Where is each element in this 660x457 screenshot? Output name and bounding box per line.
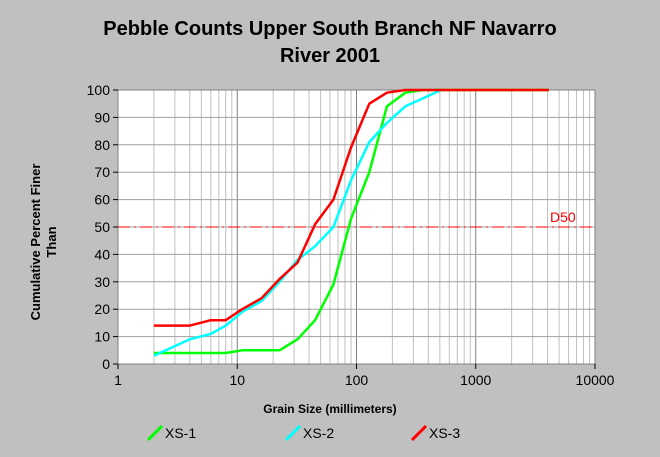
legend-swatch-line-xs-3 [411, 425, 427, 441]
y-tick-label: 30 [94, 274, 110, 290]
legend: XS-1 XS-2 XS-3 [0, 423, 660, 443]
y-axis-label-line-1: Cumulative Percent Finer [28, 163, 43, 321]
chart-title-line-2: River 2001 [279, 45, 381, 67]
x-tick-label: 10 [229, 372, 245, 388]
legend-label-xs-3: XS-3 [429, 425, 461, 441]
x-tick-label: 1 [114, 372, 122, 388]
y-tick-label: 70 [94, 164, 110, 180]
x-tick-label: 10000 [576, 372, 615, 388]
x-tick-label: 100 [345, 372, 369, 388]
y-tick-label: 20 [94, 301, 110, 317]
y-tick-label: 100 [87, 82, 111, 98]
y-axis-label-line-2: Than [44, 226, 59, 258]
legend-label-xs-2: XS-2 [303, 425, 335, 441]
y-axis-label: Cumulative Percent Finer Than [28, 132, 60, 352]
series-line-xs-2 [153, 88, 442, 357]
legend-swatch-xs-3 [411, 425, 427, 441]
y-tick-label: 0 [102, 356, 110, 372]
y-tick-label: 50 [94, 219, 110, 235]
legend-label-xs-1: XS-1 [165, 425, 197, 441]
legend-swatch-xs-1 [147, 425, 163, 441]
series-line-xs-3 [153, 88, 549, 327]
series-line-xs-1 [153, 88, 549, 355]
x-tick-label: 1000 [460, 372, 491, 388]
legend-swatch-xs-2 [285, 425, 301, 441]
legend-swatch-line-xs-1 [147, 425, 163, 441]
y-tick-label: 80 [94, 137, 110, 153]
legend-swatch-line-xs-2 [285, 425, 301, 441]
chart-title-line-1: Pebble Counts Upper South Branch NF Nava… [103, 18, 557, 40]
d50-reference-label: D50 [550, 209, 576, 225]
y-tick-label: 90 [94, 109, 110, 125]
y-tick-label: 10 [94, 329, 110, 345]
y-tick-label: 40 [94, 246, 110, 262]
y-tick-label: 60 [94, 192, 110, 208]
x-axis-label: Grain Size (millimeters) [263, 402, 397, 416]
